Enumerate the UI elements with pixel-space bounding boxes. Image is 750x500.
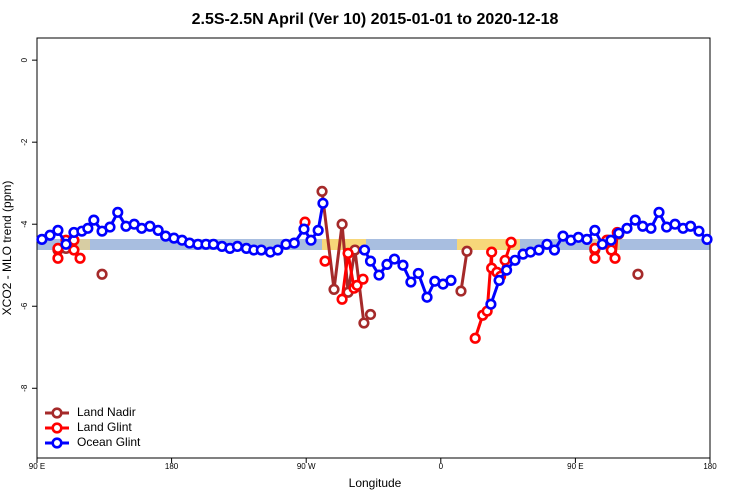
- data-point: [388, 253, 401, 265]
- data-point: [112, 206, 124, 218]
- data-point: [645, 222, 657, 234]
- legend-label: Ocean Glint: [77, 435, 141, 449]
- data-point: [509, 254, 521, 266]
- data-point: [152, 224, 164, 236]
- chart-title: 2.5S-2.5N April (Ver 10) 2015-01-01 to 2…: [192, 11, 559, 28]
- data-point: [317, 197, 329, 209]
- x-tick-label: 90 E: [29, 462, 45, 471]
- data-point: [336, 218, 348, 230]
- data-point: [589, 224, 601, 236]
- plot-frame: [36, 37, 711, 459]
- x-tick-label: 0: [439, 462, 444, 471]
- data-point: [88, 214, 100, 226]
- data-point: [548, 244, 561, 256]
- data-point: [701, 233, 713, 245]
- land-band: [76, 239, 90, 250]
- surface-band: [37, 239, 710, 250]
- data-point: [74, 252, 86, 264]
- legend-label: Land Glint: [77, 420, 132, 434]
- y-tick-label: 0: [20, 57, 29, 62]
- data-point: [68, 244, 80, 256]
- data-point: [605, 234, 617, 246]
- data-point: [505, 236, 517, 248]
- data-point: [693, 225, 705, 237]
- data-point: [312, 224, 324, 236]
- data-point: [469, 332, 481, 344]
- data-point: [358, 244, 371, 256]
- data-point: [493, 274, 505, 287]
- data-point: [609, 252, 621, 264]
- legend-marker: [51, 407, 63, 419]
- data-point: [82, 222, 94, 234]
- data-point: [381, 258, 393, 271]
- data-point: [632, 268, 644, 280]
- data-point: [405, 276, 417, 288]
- data-point: [272, 244, 284, 256]
- data-point: [357, 273, 369, 285]
- data-point: [364, 308, 377, 321]
- legend-marker: [51, 422, 63, 434]
- data-point: [231, 240, 244, 252]
- data-point: [499, 254, 511, 266]
- data-point: [336, 293, 348, 305]
- x-tick-label: 90 E: [567, 462, 583, 471]
- data-point: [613, 227, 625, 239]
- data-point: [364, 255, 377, 267]
- data-point: [305, 234, 317, 246]
- y-tick-label: -6: [20, 302, 29, 310]
- data-point: [60, 238, 72, 250]
- y-tick-label: -2: [20, 138, 29, 146]
- land-band: [322, 239, 366, 250]
- data-point: [373, 269, 385, 281]
- data-point: [589, 252, 601, 264]
- data-point: [255, 244, 267, 256]
- x-tick-label: 180: [165, 462, 179, 471]
- data-point: [144, 220, 156, 232]
- data-point: [96, 268, 108, 280]
- data-point: [288, 237, 300, 249]
- y-axis-label: XCO2 - MLO trend (ppm): [0, 181, 14, 316]
- legend-marker: [51, 437, 63, 449]
- data-point: [653, 206, 665, 218]
- data-point: [621, 222, 633, 234]
- data-point: [298, 223, 310, 235]
- data-point: [541, 238, 553, 250]
- data-point: [455, 285, 467, 297]
- data-point: [533, 244, 545, 256]
- data-point: [486, 246, 498, 258]
- data-point: [358, 317, 370, 329]
- data-point: [445, 274, 457, 287]
- data-point: [316, 185, 328, 197]
- data-point: [328, 283, 340, 296]
- data-point: [501, 264, 513, 276]
- x-tick-label: 90 W: [297, 462, 316, 471]
- y-tick-label: -8: [20, 384, 29, 392]
- x-tick-label: 180: [703, 462, 717, 471]
- data-point: [421, 291, 433, 303]
- data-point: [412, 267, 424, 280]
- data-point: [52, 224, 64, 236]
- legend-label: Land Nadir: [77, 405, 136, 419]
- data-point: [104, 221, 116, 233]
- y-tick-label: -4: [20, 220, 29, 228]
- data-point: [342, 247, 354, 259]
- data-point: [319, 255, 331, 267]
- data-point: [596, 238, 608, 250]
- data-point: [485, 298, 497, 310]
- data-point: [52, 252, 64, 264]
- data-point: [461, 245, 473, 257]
- data-point: [581, 233, 593, 245]
- data-point: [397, 259, 409, 271]
- data-point: [629, 214, 641, 226]
- x-axis-label: Longitude: [349, 476, 402, 490]
- data-point: [684, 220, 697, 232]
- data-point: [44, 229, 56, 241]
- land-band: [457, 239, 520, 250]
